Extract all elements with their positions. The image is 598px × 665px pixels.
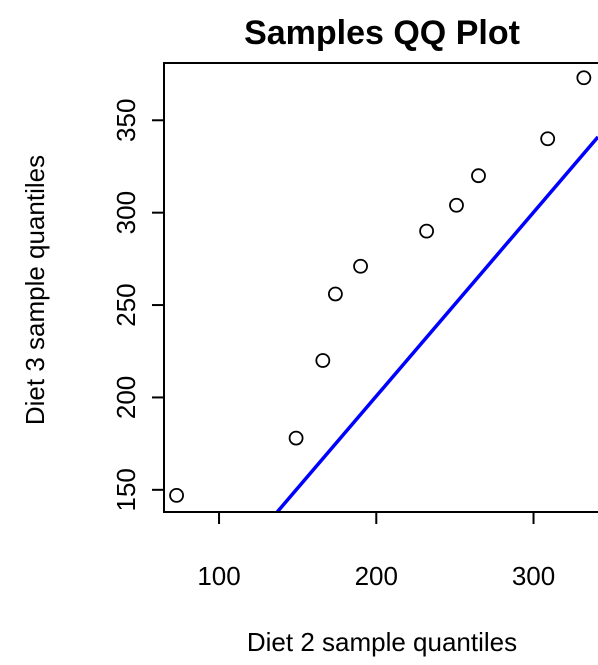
x-tick-label: 300 [512,561,555,591]
y-axis: 150 200 250 300 350 [111,99,164,512]
data-point [288,430,304,446]
data-point [327,286,343,302]
chart-title: Samples QQ Plot [244,14,520,52]
y-tick-label: 150 [111,468,141,511]
data-point [169,487,184,503]
data-point [353,258,368,274]
x-tick-label: 100 [197,561,240,591]
y-tick-label: 200 [111,376,141,419]
data-point [315,353,331,368]
x-axis-label: Diet 2 sample quantiles [247,627,517,657]
y-axis-label: Diet 3 sample quantiles [20,155,50,425]
data-point [576,70,592,86]
data-point [419,223,435,239]
plot-frame [163,62,598,513]
data-point [471,168,486,184]
y-tick-label: 350 [111,99,141,142]
y-tick-label: 300 [111,191,141,234]
y-tick-label: 250 [111,283,141,326]
reference-line [275,135,598,512]
data-point [449,197,464,213]
x-axis: 100 200 300 [197,512,555,591]
data-point [540,131,556,147]
x-tick-label: 200 [355,561,398,591]
plot-area [169,70,598,512]
